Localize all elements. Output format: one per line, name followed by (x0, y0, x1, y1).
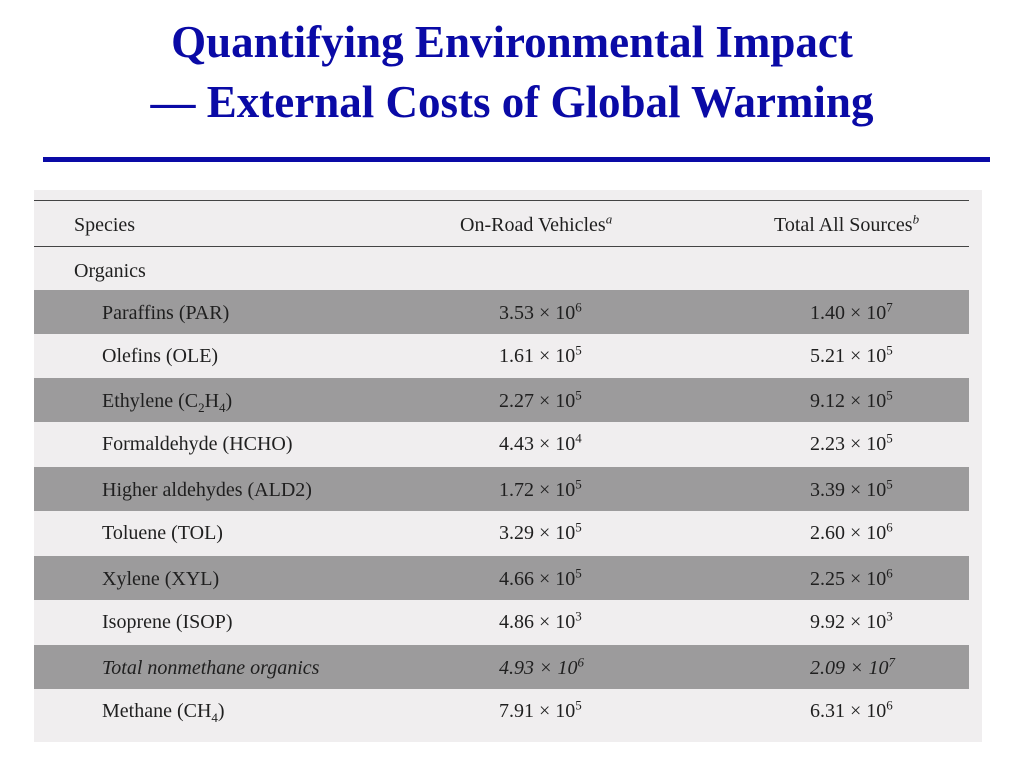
row-band (34, 290, 969, 334)
total-value: 3.39 × 105 (810, 476, 893, 501)
total-value: 1.40 × 107 (810, 299, 893, 324)
title-line-1: Quantifying Environmental Impact (171, 17, 853, 67)
row-band (34, 645, 969, 689)
species-name: Paraffins (PAR) (102, 302, 230, 324)
on-road-value: 7.91 × 105 (499, 697, 582, 722)
total-value: 9.92 × 103 (810, 608, 893, 633)
species-name: Isoprene (ISOP) (102, 611, 233, 633)
species-name: Methane (CH4) (102, 700, 225, 725)
species-name: Total nonmethane organics (102, 657, 320, 679)
title-divider (43, 157, 990, 162)
row-band (34, 467, 969, 511)
total-value: 2.25 × 106 (810, 565, 893, 590)
on-road-value: 2.27 × 105 (499, 387, 582, 412)
slide-title: Quantifying Environmental Impact — Exter… (0, 12, 1024, 132)
species-name: Ethylene (C2H4) (102, 390, 233, 415)
total-value: 2.09 × 107 (810, 654, 895, 679)
header-total: Total All Sourcesb (774, 211, 920, 236)
total-value: 5.21 × 105 (810, 342, 893, 367)
table-top-rule (34, 200, 969, 201)
total-value: 9.12 × 105 (810, 387, 893, 412)
on-road-value: 3.29 × 105 (499, 519, 582, 544)
total-value: 2.23 × 105 (810, 430, 893, 455)
on-road-value: 4.66 × 105 (499, 565, 582, 590)
scanned-table: Species On-Road Vehiclesa Total All Sour… (34, 190, 982, 742)
row-band (34, 556, 969, 600)
on-road-value: 3.53 × 106 (499, 299, 582, 324)
title-line-2: — External Costs of Global Warming (150, 77, 874, 127)
on-road-value: 4.86 × 103 (499, 608, 582, 633)
header-on-road: On-Road Vehiclesa (460, 211, 613, 236)
total-value: 2.60 × 106 (810, 519, 893, 544)
species-name: Toluene (TOL) (102, 522, 223, 544)
on-road-value: 4.93 × 106 (499, 654, 584, 679)
on-road-value: 1.61 × 105 (499, 342, 582, 367)
row-band (34, 378, 969, 422)
table-header-rule (34, 246, 969, 247)
species-name: Formaldehyde (HCHO) (102, 433, 293, 455)
total-value: 6.31 × 106 (810, 697, 893, 722)
on-road-value: 4.43 × 104 (499, 430, 582, 455)
species-name: Higher aldehydes (ALD2) (102, 479, 312, 501)
species-name: Olefins (OLE) (102, 345, 219, 367)
on-road-value: 1.72 × 105 (499, 476, 582, 501)
section-label-organics: Organics (74, 260, 146, 282)
species-name: Xylene (XYL) (102, 568, 220, 590)
header-species: Species (74, 214, 136, 236)
